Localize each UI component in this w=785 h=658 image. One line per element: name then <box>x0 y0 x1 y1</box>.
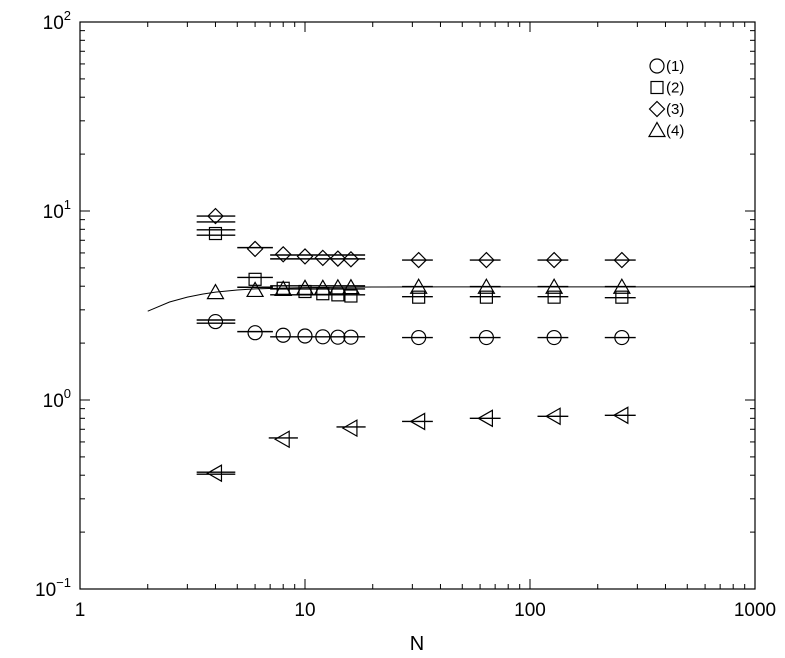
series-2-point <box>412 290 426 304</box>
series-1-point <box>546 329 562 346</box>
legend-label: (1) <box>666 58 684 75</box>
series-1-point <box>330 329 346 345</box>
series-2-point <box>479 290 493 304</box>
series-3-point <box>329 250 347 267</box>
series-5-point <box>612 406 629 425</box>
series-3-point <box>410 251 428 269</box>
series-1-point <box>247 325 263 341</box>
axis-ticks <box>79 22 755 590</box>
tick-labels: 1 10 100 1000 10−1 100 101 102 <box>35 8 776 621</box>
series-3-point <box>207 207 224 225</box>
series-2-point <box>344 289 358 303</box>
series-4-point <box>313 279 332 295</box>
series-1-point <box>478 329 494 346</box>
y-tick-label: 101 <box>43 197 71 223</box>
series-5-point <box>544 407 561 426</box>
legend-marker <box>648 100 666 118</box>
series-4-point <box>612 278 631 294</box>
series-2-point <box>331 288 345 302</box>
plot-frame <box>79 21 756 590</box>
series-4-point <box>545 278 564 294</box>
x-tick-label: 10 <box>294 600 315 621</box>
legend-marker <box>649 58 665 74</box>
series-3-point <box>613 251 631 269</box>
series-4-point <box>274 280 293 296</box>
series-3-point <box>342 250 360 268</box>
series-1-point <box>614 329 630 346</box>
series-4-point <box>295 279 315 295</box>
y-tick-label: 10−1 <box>35 575 71 601</box>
series-2-point <box>547 290 561 304</box>
x-tick-label: 1000 <box>734 600 776 621</box>
series-3-point <box>545 251 563 269</box>
series-3-point <box>246 240 264 258</box>
legend-label: (2) <box>666 80 684 97</box>
series-5-point <box>341 419 358 438</box>
series-3-point <box>314 249 332 267</box>
series-4-point <box>409 278 428 294</box>
series-5-point <box>409 412 426 431</box>
series-3-point <box>274 245 292 263</box>
series-1-point <box>297 328 313 344</box>
series-1-point <box>343 329 359 345</box>
data-markers <box>206 207 631 483</box>
series-5-point <box>477 409 493 428</box>
x-axis-title: N <box>410 633 424 655</box>
series-4-point <box>206 283 225 300</box>
series-3-point <box>478 251 495 269</box>
x-tick-label: 100 <box>514 600 546 621</box>
legend-marker <box>650 80 664 95</box>
series-3-point <box>296 248 314 265</box>
legend-marker <box>647 121 667 138</box>
series-4-point <box>246 281 265 298</box>
series-2-point <box>208 226 223 241</box>
series-1-point <box>275 327 291 343</box>
series-2-point <box>615 290 629 304</box>
series-4-point <box>477 278 496 294</box>
series-4-point <box>328 278 347 295</box>
series-1-point <box>207 313 224 330</box>
legend-label: (3) <box>666 101 684 118</box>
series-1-point <box>411 329 427 346</box>
series-4-point <box>341 278 360 295</box>
y-tick-label: 102 <box>43 8 71 34</box>
legend-label: (4) <box>666 123 684 140</box>
fit-curve <box>147 286 755 312</box>
series-1-point <box>315 329 331 345</box>
series-5-point <box>206 464 223 483</box>
legend: (1) (2) (3) (4) <box>647 58 684 140</box>
y-tick-label: 100 <box>43 386 71 412</box>
series-2-point <box>248 272 262 286</box>
series-5-point <box>273 430 290 449</box>
x-tick-label: 1 <box>75 600 86 621</box>
